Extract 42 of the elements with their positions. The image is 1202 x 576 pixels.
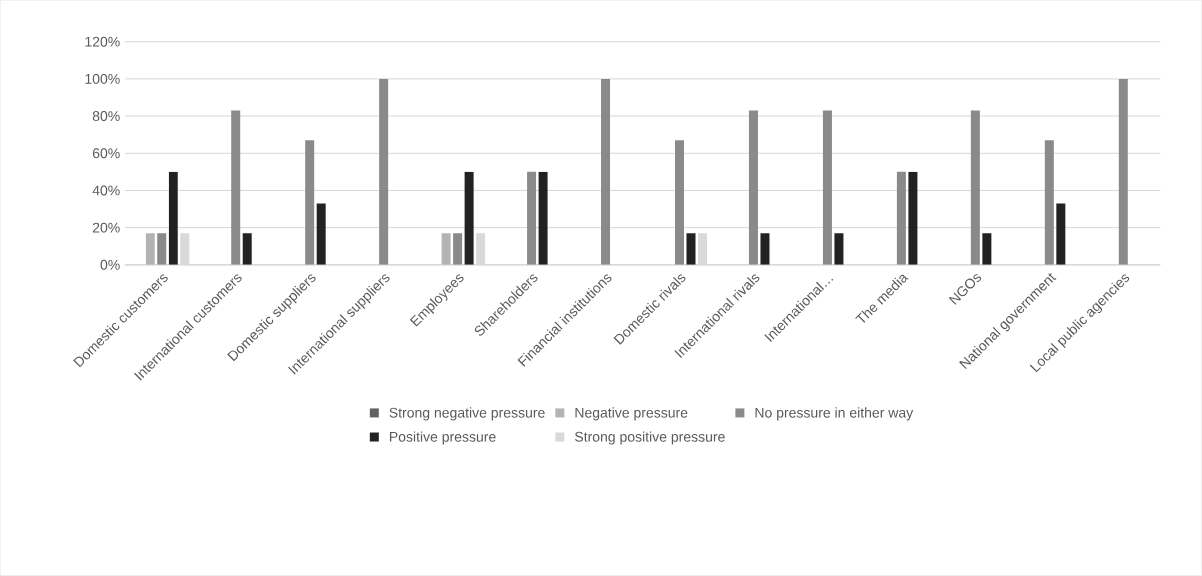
bar bbox=[538, 172, 548, 265]
y-tick-label: 80% bbox=[92, 111, 120, 122]
y-tick-label: 100% bbox=[85, 74, 120, 85]
bar bbox=[453, 233, 463, 265]
bar bbox=[675, 140, 685, 265]
bar bbox=[168, 172, 178, 265]
y-tick-label: 0% bbox=[100, 260, 120, 270]
bar bbox=[601, 79, 611, 265]
bar bbox=[1118, 79, 1128, 265]
bar bbox=[145, 233, 155, 265]
legend-label: Positive pressure bbox=[389, 431, 496, 445]
bar bbox=[157, 233, 167, 265]
bar bbox=[748, 110, 758, 265]
bar bbox=[379, 79, 389, 265]
bar bbox=[760, 233, 770, 265]
bar bbox=[180, 233, 190, 265]
bar bbox=[698, 233, 708, 265]
bar bbox=[231, 110, 241, 265]
bar bbox=[464, 172, 474, 265]
bar bbox=[1056, 203, 1066, 265]
bar bbox=[242, 233, 252, 265]
bar bbox=[686, 233, 696, 265]
bar bbox=[822, 110, 832, 265]
bar bbox=[896, 172, 906, 265]
legend-label: Negative pressure bbox=[575, 407, 688, 421]
bar bbox=[476, 233, 486, 265]
y-tick-label: 60% bbox=[92, 148, 120, 159]
bar bbox=[527, 172, 537, 265]
legend-label: Strong positive pressure bbox=[574, 431, 725, 445]
bar bbox=[441, 233, 451, 265]
bar bbox=[316, 203, 326, 265]
bar bbox=[982, 233, 992, 265]
bar bbox=[970, 110, 980, 265]
bar bbox=[834, 233, 844, 265]
bar bbox=[305, 140, 315, 265]
legend-label: No pressure in either way bbox=[755, 407, 914, 421]
y-tick-label: 40% bbox=[92, 185, 120, 196]
y-tick-label: 20% bbox=[92, 222, 120, 233]
bar bbox=[908, 172, 918, 265]
bar bbox=[1044, 140, 1054, 265]
y-tick-label: 120% bbox=[85, 36, 120, 47]
legend-label: Strong negative pressure bbox=[389, 407, 545, 421]
